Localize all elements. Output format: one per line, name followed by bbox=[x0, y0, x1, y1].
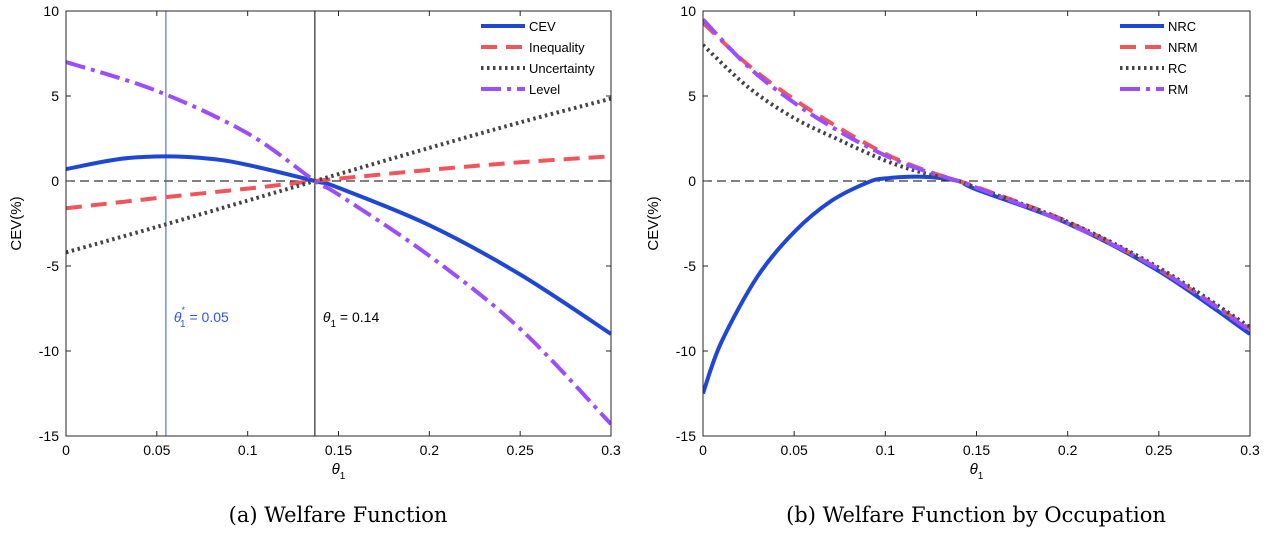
series-line-rm bbox=[703, 18, 1250, 333]
legend-label-cev: CEV bbox=[529, 19, 556, 34]
legend-label-nrc: NRC bbox=[1168, 19, 1196, 34]
x-tick-label: 0.15 bbox=[963, 442, 990, 458]
x-tick-label: 0.25 bbox=[1145, 442, 1172, 458]
y-tick-label: 10 bbox=[680, 3, 696, 19]
vertical-marker-label: θ1 = 0.14 bbox=[323, 309, 380, 330]
legend-label-rm: RM bbox=[1168, 82, 1188, 97]
x-tick-label: 0.1 bbox=[876, 442, 896, 458]
plot-area bbox=[66, 11, 611, 436]
figure-caption: (b) Welfare Function by Occupation bbox=[786, 503, 1166, 527]
x-tick-label: 0.05 bbox=[143, 442, 170, 458]
vertical-marker-label: θ* 1 = 0.05 bbox=[174, 305, 229, 330]
series-group bbox=[66, 60, 611, 426]
legend-label-level: Level bbox=[529, 82, 560, 97]
y-tick-label: 0 bbox=[688, 173, 696, 189]
series-line-cev bbox=[66, 154, 611, 336]
y-axis-label: CEV(%) bbox=[8, 196, 25, 250]
series-group bbox=[703, 18, 1250, 395]
y-tick-label: 5 bbox=[688, 88, 696, 104]
series-line-level bbox=[66, 60, 611, 426]
y-tick-label: 5 bbox=[51, 88, 59, 104]
y-tick-label: -15 bbox=[39, 428, 59, 444]
chart-panel-b: 0 0.05 0.1 0.15 0.2 0.25 0.3 -15 -10 -5 0 5 10 θ1 CEV(… bbox=[645, 3, 1260, 527]
y-tick-label: -15 bbox=[676, 428, 696, 444]
y-tick-label: 0 bbox=[51, 173, 59, 189]
y-tick-label: -10 bbox=[676, 343, 696, 359]
x-tick-label: 0.3 bbox=[1240, 442, 1260, 458]
y-tick-label: 10 bbox=[43, 3, 59, 19]
legend-label-nrm: NRM bbox=[1168, 40, 1198, 55]
x-tick-label: 0.3 bbox=[601, 442, 621, 458]
x-axis-label: θ1 bbox=[332, 461, 346, 482]
x-tick-label: 0.25 bbox=[507, 442, 534, 458]
x-tick-label: 0.2 bbox=[1058, 442, 1078, 458]
x-tick-label: 0.2 bbox=[420, 442, 440, 458]
x-axis-label: θ1 bbox=[970, 461, 984, 482]
x-tick-label: 0.1 bbox=[238, 442, 258, 458]
y-axis-label: CEV(%) bbox=[645, 196, 662, 250]
x-tick-label: 0 bbox=[62, 442, 70, 458]
legend-label-uncertainty: Uncertainty bbox=[529, 61, 595, 76]
y-tick-label: -5 bbox=[684, 258, 697, 274]
y-tick-label: -5 bbox=[47, 258, 60, 274]
chart-panel-a: θ* 1 = 0.05 θ1 = 0.14 0 0.05 0.1 0.15 0.2 0.25 0.… bbox=[8, 3, 621, 527]
y-tick-label: -10 bbox=[39, 343, 59, 359]
x-tick-label: 0.15 bbox=[325, 442, 352, 458]
x-tick-label: 0.05 bbox=[781, 442, 808, 458]
x-tick-label: 0 bbox=[699, 442, 707, 458]
plot-area bbox=[703, 11, 1250, 436]
legend-label-inequality: Inequality bbox=[529, 40, 585, 55]
figure-caption: (a) Welfare Function bbox=[229, 503, 448, 527]
legend-label-rc: RC bbox=[1168, 61, 1187, 76]
